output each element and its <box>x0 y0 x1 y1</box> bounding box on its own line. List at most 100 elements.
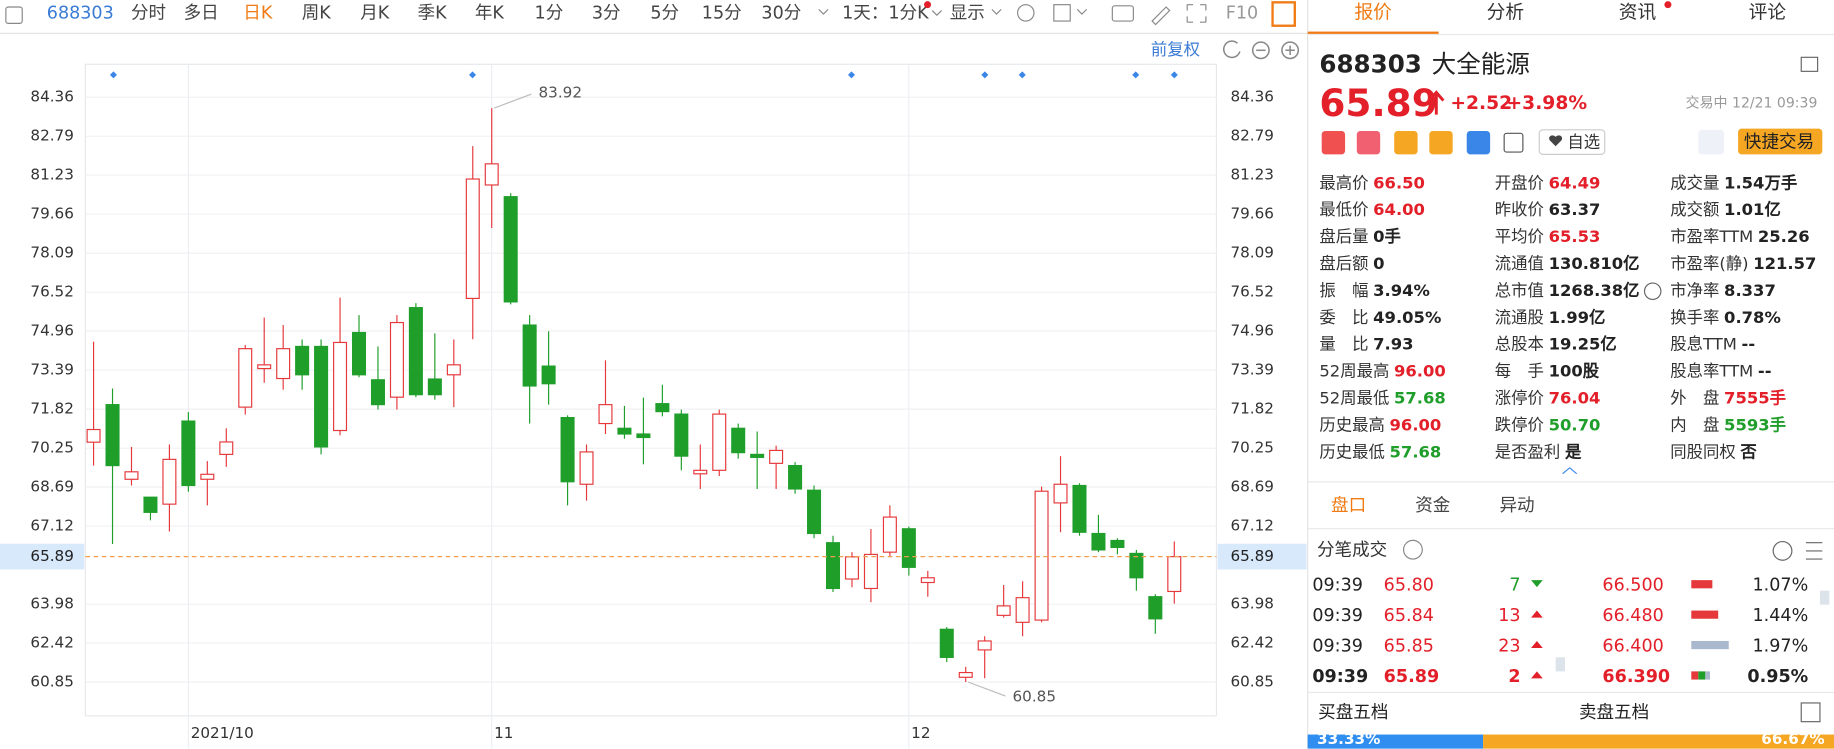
candle-body <box>181 420 196 487</box>
period-tab[interactable]: 分时 <box>130 2 167 24</box>
trade-button[interactable] <box>1738 128 1823 155</box>
more-icon[interactable] <box>1643 282 1662 301</box>
event-marker[interactable] <box>1018 71 1026 79</box>
period-tab[interactable]: 30分 <box>761 2 802 24</box>
trade-price: 65.80 <box>1383 574 1434 596</box>
event-marker[interactable] <box>847 71 856 79</box>
event-marker[interactable] <box>981 71 989 79</box>
f10-button[interactable]: F10 <box>1225 2 1259 24</box>
stat-value: -- <box>1741 335 1756 355</box>
watch-label[interactable]: 自选 <box>1567 133 1601 153</box>
scale-icon[interactable] <box>1429 130 1453 155</box>
period-tab[interactable]: 15分 <box>701 2 742 24</box>
trade-price2: 66.390 <box>1602 665 1671 687</box>
y-tick-label: 84.36 <box>30 88 73 106</box>
scrollbar[interactable] <box>1819 590 1830 605</box>
scrollbar[interactable] <box>1555 657 1565 672</box>
period-tab[interactable]: 1分 <box>534 2 564 24</box>
candle-body <box>124 471 139 480</box>
flag-icon[interactable] <box>1321 130 1346 155</box>
y-tick-label: 71.82 <box>30 400 73 418</box>
max-label: 83.92 <box>539 83 582 101</box>
last-price-label-right: 65.89 <box>1230 547 1273 565</box>
sub-tab[interactable]: 异动 <box>1499 494 1535 516</box>
panel-tab[interactable]: 报价 <box>1354 1 1392 24</box>
candle <box>484 108 499 229</box>
trade-volume: 7 <box>1509 574 1521 596</box>
bolt-icon[interactable] <box>1356 130 1381 155</box>
y-tick-label: 60.85 <box>30 673 73 691</box>
stat: 涨停价 76.04 <box>1495 388 1601 409</box>
panel-icon[interactable] <box>1800 702 1821 723</box>
event-marker[interactable] <box>469 71 477 79</box>
candle-body <box>314 345 329 448</box>
bell-button[interactable] <box>1698 129 1725 155</box>
candle <box>844 552 859 588</box>
period-tab[interactable]: 3分 <box>591 2 621 24</box>
period-tab[interactable]: 季K <box>417 2 447 24</box>
sub-tab[interactable]: 盘口 <box>1331 494 1367 516</box>
period-tab[interactable]: 年K <box>474 2 504 24</box>
display-select[interactable]: 显示 <box>949 2 985 24</box>
event-markers <box>109 71 1178 79</box>
candle-body <box>276 348 291 380</box>
candle <box>882 505 897 557</box>
stat-label: 量 比 <box>1319 335 1369 355</box>
event-marker[interactable] <box>109 71 117 79</box>
event-marker[interactable] <box>1170 71 1178 79</box>
candle-body <box>105 404 120 467</box>
period-tab[interactable]: 5分 <box>650 2 680 24</box>
panel-tab[interactable]: 分析 <box>1486 1 1525 24</box>
candle-body <box>655 403 670 413</box>
candle-body <box>807 489 822 535</box>
period-tab[interactable]: 多日 <box>183 2 219 24</box>
panel-tab[interactable]: 评论 <box>1748 1 1787 24</box>
more-icon[interactable] <box>1772 540 1793 561</box>
panel-icon[interactable] <box>1800 56 1819 72</box>
trade-label[interactable]: 快捷交易 <box>1743 130 1815 153</box>
candle <box>617 405 632 439</box>
period-tab[interactable]: 月K <box>360 2 390 24</box>
interval-select[interactable]: 1天：1分K <box>842 2 929 24</box>
reset-icon[interactable] <box>1222 40 1241 59</box>
quote-status: 交易中 12/21 09:39 <box>1685 94 1818 112</box>
note-icon[interactable] <box>1503 132 1524 153</box>
trade-pct: 1.07% <box>1752 574 1809 596</box>
stat-label: 内 盘 <box>1670 416 1720 436</box>
candle <box>996 584 1011 618</box>
candle-body <box>351 331 367 376</box>
watch-button[interactable] <box>1538 129 1606 155</box>
quote-price: 65.89 <box>1319 80 1438 126</box>
collapse-chevron[interactable] <box>1562 467 1578 475</box>
candle-body <box>1015 597 1030 623</box>
stat: 市盈率(静) 121.57 <box>1670 254 1816 275</box>
stat: 成交额 1.01亿 <box>1670 200 1781 221</box>
period-tab[interactable]: 日K <box>243 2 273 24</box>
panel-tab[interactable]: 资讯 <box>1618 1 1657 24</box>
period-tab[interactable]: 周K <box>301 2 331 24</box>
trade-bar <box>1691 610 1719 619</box>
help-icon[interactable] <box>1402 539 1423 560</box>
candle <box>351 315 367 378</box>
zoom-out-icon[interactable] <box>1251 41 1270 60</box>
candle <box>86 341 101 466</box>
stat-label: 历史最高 <box>1319 416 1385 436</box>
y-tick-label-right: 62.42 <box>1230 633 1273 651</box>
stat: 跌停价 50.70 <box>1495 415 1601 436</box>
candle <box>750 431 765 489</box>
stat-value: 否 <box>1740 443 1757 463</box>
list-icon[interactable] <box>1805 542 1823 560</box>
candle <box>655 384 670 417</box>
event-marker[interactable] <box>1132 71 1140 79</box>
candle-body <box>844 556 859 580</box>
y-tick-label-right: 60.85 <box>1230 673 1273 691</box>
sub-tab[interactable]: 资金 <box>1415 494 1451 516</box>
tag-icon[interactable] <box>1466 130 1491 155</box>
stat: 历史最高 96.00 <box>1319 415 1441 436</box>
coin-icon[interactable] <box>1394 130 1418 155</box>
adjust-label[interactable]: 前复权 <box>1151 40 1200 59</box>
trade-price2: 66.480 <box>1602 604 1664 626</box>
stat: 昨收价 63.37 <box>1495 200 1601 221</box>
y-tick-label: 82.79 <box>30 127 73 145</box>
zoom-in-icon[interactable] <box>1281 41 1300 60</box>
